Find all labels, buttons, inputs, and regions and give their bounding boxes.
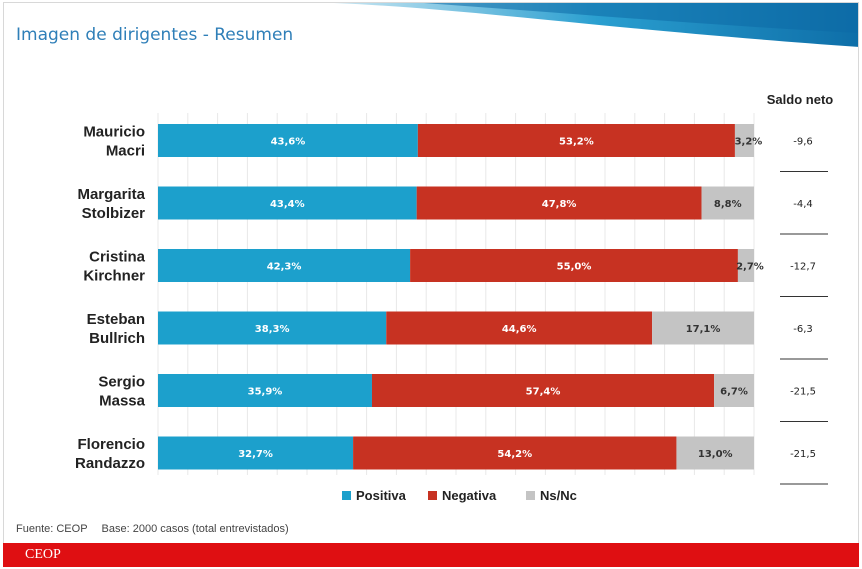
bar-segment-nsnc — [737, 249, 754, 282]
category-label: Mauricio — [83, 124, 145, 141]
data-label: 43,4% — [270, 199, 305, 210]
bar-segment-negativa — [410, 249, 738, 282]
category-label: Randazzo — [75, 455, 145, 472]
data-label: 6,7% — [720, 387, 748, 398]
saldo-neto-value: -12,7 — [790, 262, 816, 273]
legend-swatch — [526, 491, 535, 500]
data-label: 55,0% — [557, 262, 592, 273]
data-label: 3,2% — [735, 137, 763, 148]
source-label: Fuente: CEOP — [16, 523, 88, 535]
bar-segment-negativa — [353, 436, 677, 470]
category-label: Margarita — [77, 186, 145, 203]
legend-label: Positiva — [356, 488, 407, 503]
data-label: 13,0% — [698, 449, 733, 460]
category-label: Cristina — [89, 249, 146, 266]
brand-bar: CEOP — [3, 543, 859, 567]
category-label: Florencio — [77, 436, 145, 453]
data-label: 32,7% — [238, 449, 273, 460]
data-label: 47,8% — [542, 199, 577, 210]
brand-label: CEOP — [25, 547, 61, 562]
data-label: 17,1% — [686, 324, 721, 335]
bar-segment-positiva — [158, 311, 387, 345]
data-label: 2,7% — [736, 262, 764, 273]
bar-segment-positiva — [158, 436, 354, 470]
data-label: 54,2% — [497, 449, 532, 460]
data-label: 44,6% — [502, 324, 537, 335]
bar-segment-nsnc — [676, 436, 754, 470]
chart-title: Imagen de dirigentes - Resumen — [16, 25, 294, 45]
bar-segment-nsnc — [652, 311, 754, 345]
saldo-neto-header: Saldo neto — [767, 92, 834, 107]
bar-segment-negativa — [417, 124, 735, 157]
legend-swatch — [342, 491, 351, 500]
bar-segment-nsnc — [734, 124, 754, 157]
legend-label: Ns/Nc — [540, 488, 577, 503]
category-label: Kirchner — [83, 268, 145, 285]
saldo-neto-value: -6,3 — [793, 324, 813, 335]
bar-segment-positiva — [158, 374, 372, 407]
saldo-neto-value: -21,5 — [790, 449, 816, 460]
category-label: Massa — [99, 393, 146, 410]
bar-segment-nsnc — [701, 186, 754, 220]
category-label: Bullrich — [89, 330, 145, 347]
data-label: 42,3% — [267, 262, 302, 273]
category-label: Sergio — [98, 374, 145, 391]
base-label: Base: 2000 casos (total entrevistados) — [101, 523, 289, 535]
category-label: Stolbizer — [82, 205, 146, 222]
data-label: 38,3% — [255, 324, 290, 335]
bar-segment-positiva — [158, 249, 411, 282]
saldo-neto-value: -9,6 — [793, 137, 813, 148]
category-label: Esteban — [87, 311, 145, 328]
data-label: 43,6% — [271, 137, 306, 148]
bar-segment-positiva — [158, 124, 418, 157]
legend-label: Negativa — [442, 488, 497, 503]
stacked-bar-chart: Saldo neto Mauricio Macri 43,6% 53,2% 3,2% -9,… — [75, 92, 834, 503]
data-label: 35,9% — [248, 387, 283, 398]
data-label: 53,2% — [559, 137, 594, 148]
bar-segment-positiva — [158, 186, 417, 220]
bar-segment-negativa — [371, 374, 715, 407]
saldo-neto-value: -4,4 — [793, 199, 813, 210]
data-label: 57,4% — [526, 387, 561, 398]
header-swoosh — [334, 3, 858, 47]
saldo-neto-value: -21,5 — [790, 387, 816, 398]
data-label: 8,8% — [714, 199, 742, 210]
legend-swatch — [428, 491, 437, 500]
bar-segment-negativa — [386, 311, 653, 345]
chart-frame: Imagen de dirigentes - Resumen Saldo net… — [3, 2, 859, 567]
bar-segment-negativa — [416, 186, 702, 220]
footer-note: Fuente: CEOP Base: 2000 casos (total entr… — [16, 523, 289, 535]
category-label: Macri — [106, 143, 145, 160]
bar-segment-nsnc — [714, 374, 754, 407]
